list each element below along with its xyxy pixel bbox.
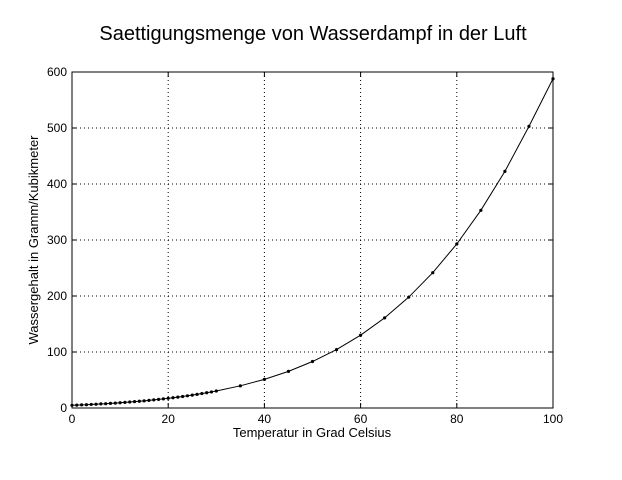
data-point (238, 384, 242, 388)
data-point (334, 347, 339, 352)
data-point (123, 400, 127, 404)
data-point (551, 77, 555, 81)
data-point (527, 124, 531, 128)
data-point (262, 377, 266, 381)
data-point (89, 402, 93, 407)
data-point (75, 403, 79, 407)
data-point (407, 295, 411, 299)
data-point (205, 391, 209, 395)
data-point (156, 397, 161, 401)
tick-labels-layer: 0 20 40 60 80 100 0 100 200 300 400 500 600 (47, 65, 563, 426)
data-point (161, 397, 165, 401)
data-point (431, 271, 435, 275)
data-point (171, 396, 175, 400)
data-point (214, 389, 218, 393)
data-point (455, 242, 459, 246)
y-tick-label: 400 (47, 177, 67, 191)
data-point (104, 402, 108, 406)
data-point (152, 398, 156, 402)
data-point (147, 398, 151, 402)
data-point (286, 369, 291, 373)
data-point (190, 393, 194, 397)
y-tick-label: 0 (60, 401, 67, 415)
data-point (209, 390, 214, 394)
data-point (181, 394, 185, 399)
data-point (108, 401, 113, 405)
data-point (84, 403, 89, 407)
data-point (200, 391, 204, 396)
data-point (185, 394, 190, 398)
y-axis-label: Wassergehalt in Gramm/Kubikmeter (26, 135, 41, 345)
data-point (80, 403, 84, 407)
y-tick-label: 300 (47, 233, 67, 247)
data-point (142, 399, 146, 403)
data-point (113, 401, 117, 405)
y-tick-label: 500 (47, 121, 67, 135)
data-point (479, 208, 483, 212)
y-tick-label: 100 (47, 345, 67, 359)
y-tick-label: 200 (47, 289, 67, 303)
y-tick-label: 600 (47, 65, 67, 79)
x-tick-label: 40 (258, 412, 272, 426)
data-point (359, 333, 363, 337)
x-axis-label: Temperatur in Grad Celsius (233, 425, 392, 440)
data-point (195, 392, 199, 396)
data-point (166, 396, 170, 400)
data-point (118, 401, 122, 405)
x-tick-label: 20 (162, 412, 176, 426)
x-tick-label: 60 (354, 412, 368, 426)
data-point (94, 402, 98, 406)
data-point (503, 169, 507, 173)
data-point (132, 400, 137, 404)
data-point (310, 359, 315, 364)
data-point (99, 402, 103, 406)
data-point (137, 399, 141, 403)
data-points-layer (70, 77, 555, 407)
x-tick-label: 80 (450, 412, 464, 426)
data-point (128, 400, 132, 404)
data-point (70, 403, 74, 407)
grid-layer (72, 72, 553, 408)
x-tick-label: 100 (543, 412, 563, 426)
plot-frame (71, 71, 554, 409)
data-point (383, 316, 387, 320)
chart-title: Saettigungsmenge von Wasserdampf in der … (99, 23, 527, 45)
x-tick-label: 0 (69, 412, 76, 426)
data-point (176, 395, 180, 399)
